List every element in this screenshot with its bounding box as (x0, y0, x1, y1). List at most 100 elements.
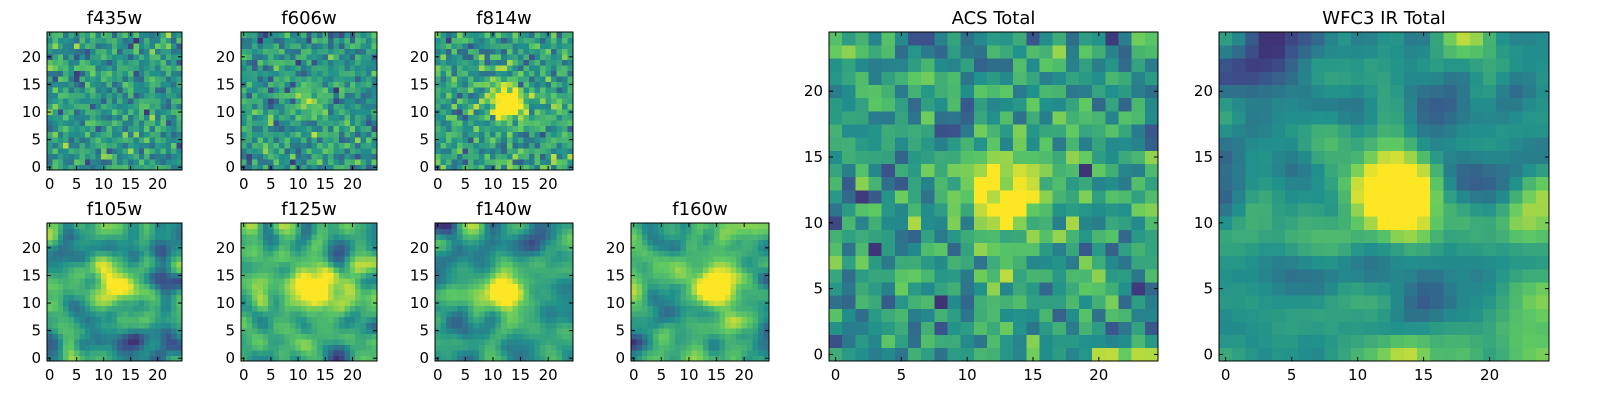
heatmap-cell (664, 223, 671, 229)
heatmap-cell (501, 131, 508, 138)
heatmap-cell (752, 267, 759, 274)
heatmap-cell (669, 256, 676, 263)
heatmap-cell (328, 103, 334, 110)
heatmap-cell (317, 142, 323, 149)
heatmap-cell (171, 261, 177, 268)
heatmap-cell (501, 267, 508, 274)
heatmap-cell (947, 163, 961, 178)
heatmap-cell (306, 153, 313, 160)
heatmap-cell (1118, 189, 1133, 204)
heatmap-cell (561, 349, 568, 356)
heatmap-cell (468, 37, 475, 44)
heatmap-cell (122, 43, 129, 49)
heatmap-cell (128, 87, 134, 94)
heatmap-cell (160, 59, 167, 66)
heatmap-cell (128, 103, 134, 110)
heatmap-cell (63, 311, 69, 318)
heatmap-cell (268, 250, 275, 257)
heatmap-cell (84, 223, 91, 229)
heatmap-cell (251, 349, 258, 356)
heatmap-cell (322, 261, 329, 268)
heatmap-cell (52, 278, 59, 285)
heatmap-cell (664, 289, 671, 296)
heatmap-cell (295, 70, 302, 77)
heatmap-cell (117, 338, 123, 345)
heatmap-cell (344, 278, 351, 285)
heatmap-cell (306, 234, 313, 240)
heatmap-cell (528, 87, 535, 94)
heatmap-cell (338, 37, 345, 44)
heatmap-cell (344, 355, 351, 362)
heatmap-cell (907, 150, 922, 164)
heatmap-cell (349, 153, 356, 160)
heatmap-cell (68, 283, 75, 290)
heatmap-cell (165, 120, 172, 127)
heatmap-cell (165, 114, 172, 121)
heatmap-cell (138, 294, 145, 301)
heatmap-cell (311, 267, 318, 274)
heatmap-cell (149, 136, 156, 143)
heatmap-cell (241, 92, 247, 99)
heatmap-cell (550, 333, 557, 340)
heatmap-cell (517, 54, 524, 60)
heatmap-cell (289, 109, 296, 116)
heatmap-cell (79, 327, 86, 334)
heatmap-cell (473, 153, 480, 160)
heatmap-cell (757, 228, 764, 235)
heatmap-cell (74, 234, 80, 240)
heatmap-cell (360, 32, 367, 38)
heatmap-cell (111, 32, 118, 38)
heatmap-cell (567, 120, 574, 127)
heatmap-cell (528, 59, 535, 66)
heatmap-cell (561, 70, 568, 77)
heatmap-cell (284, 228, 291, 235)
heatmap-cell (680, 267, 687, 274)
heatmap-cell (279, 355, 285, 362)
heatmap-cell (501, 305, 508, 312)
heatmap-cell (366, 142, 372, 149)
heatmap-cell (473, 54, 480, 60)
heatmap-cell (484, 164, 491, 171)
heatmap-cell (246, 98, 253, 105)
heatmap-cell (262, 344, 269, 351)
heatmap-cell (545, 294, 552, 301)
heatmap-cell (1079, 347, 1093, 362)
heatmap-cell (68, 344, 75, 351)
heatmap-cell (176, 344, 183, 351)
heatmap-cell (1118, 163, 1133, 178)
heatmap-cell (528, 37, 535, 44)
heatmap-cell (241, 228, 247, 235)
heatmap-cell (144, 87, 150, 94)
heatmap-cell (122, 294, 129, 301)
heatmap-cell (262, 32, 269, 38)
x-tick-label: 10 (483, 175, 502, 193)
heatmap-cell (268, 294, 275, 301)
heatmap-cell (534, 283, 541, 290)
heatmap-cell (752, 261, 759, 268)
heatmap-cell (366, 54, 372, 60)
heatmap-cell (462, 344, 469, 351)
heatmap-cell (960, 203, 975, 217)
heatmap-cell (144, 43, 150, 49)
heatmap-cell (556, 70, 563, 77)
heatmap-cell (642, 344, 648, 351)
heatmap-cell (473, 98, 480, 105)
heatmap-cell (344, 272, 351, 279)
heatmap-cell (251, 164, 258, 171)
heatmap-cell (68, 109, 75, 116)
heatmap-cell (1144, 347, 1159, 362)
heatmap-cell (473, 142, 480, 149)
heatmap-cell (528, 278, 535, 285)
heatmap-cell (746, 261, 753, 268)
heatmap-cell (512, 261, 519, 268)
heatmap-cell (506, 142, 513, 149)
heatmap-cell (921, 347, 935, 362)
heatmap-cell (57, 153, 64, 160)
y-tick-label: 10 (216, 103, 235, 121)
heatmap-cell (517, 261, 524, 268)
heatmap-cell (1026, 242, 1040, 257)
heatmap-cell (57, 245, 64, 251)
heatmap-cell (746, 338, 753, 345)
heatmap-cell (757, 311, 764, 318)
heatmap-cell (289, 37, 296, 44)
